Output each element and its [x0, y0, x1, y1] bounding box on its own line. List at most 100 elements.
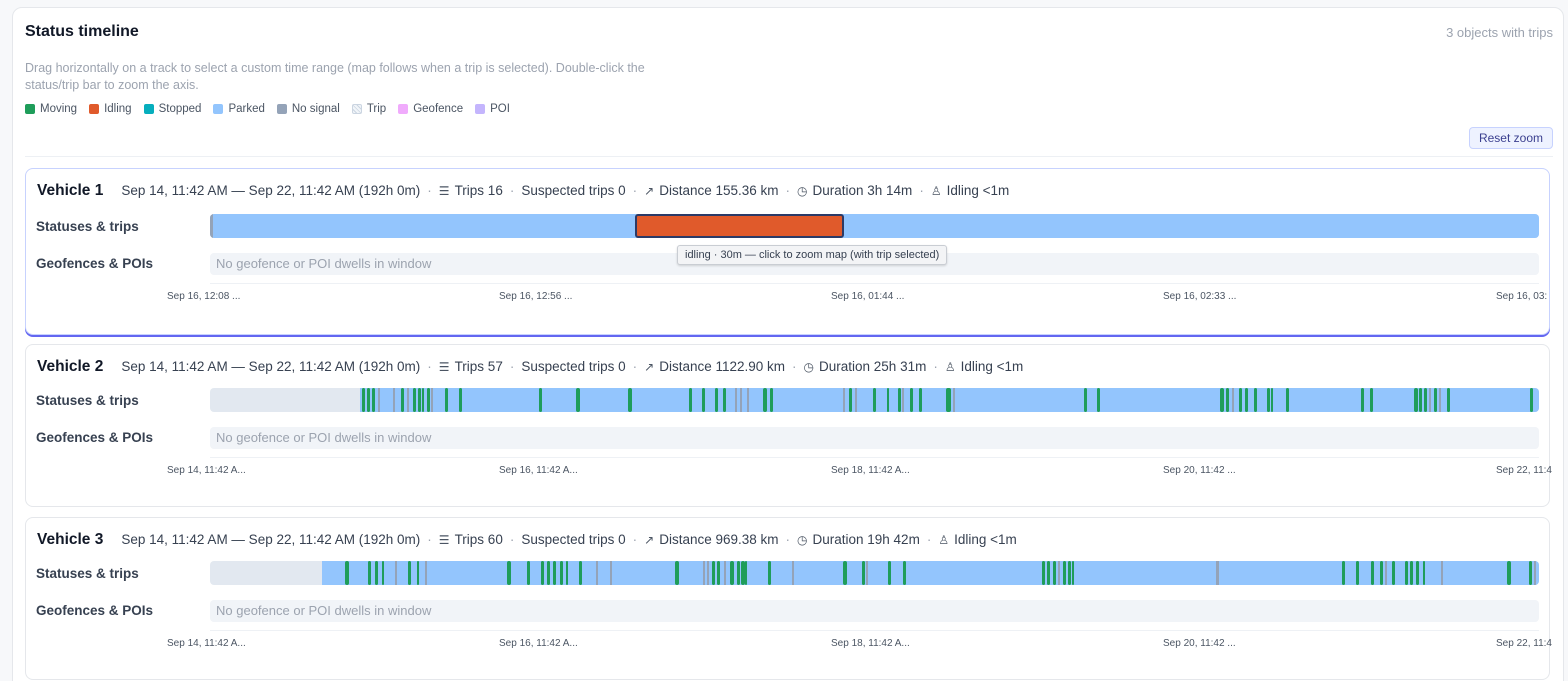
no-signal-segment[interactable]: [1058, 561, 1060, 585]
parked-segment[interactable]: [210, 214, 1539, 238]
vehicle-card-3[interactable]: Vehicle 3 Sep 14, 11:42 AM — Sep 22, 11:…: [25, 517, 1552, 680]
moving-segment[interactable]: [422, 388, 424, 412]
moving-segment[interactable]: [1507, 561, 1511, 585]
moving-segment[interactable]: [1410, 561, 1413, 585]
no-signal-segment[interactable]: [740, 388, 742, 412]
moving-segment[interactable]: [1063, 561, 1066, 585]
moving-segment[interactable]: [1286, 388, 1289, 412]
vehicle-card-2[interactable]: Vehicle 2 Sep 14, 11:42 AM — Sep 22, 11:…: [25, 344, 1552, 507]
no-signal-segment[interactable]: [1439, 388, 1441, 412]
status-track[interactable]: [210, 214, 1539, 238]
moving-segment[interactable]: [541, 561, 544, 585]
moving-segment[interactable]: [1434, 388, 1437, 412]
moving-segment[interactable]: [418, 388, 421, 412]
moving-segment[interactable]: [730, 561, 734, 585]
moving-segment[interactable]: [717, 561, 720, 585]
moving-segment[interactable]: [1267, 388, 1270, 412]
no-signal-segment[interactable]: [407, 388, 409, 412]
no-signal-segment[interactable]: [431, 388, 433, 412]
moving-segment[interactable]: [566, 561, 568, 585]
no-signal-segment[interactable]: [1385, 561, 1387, 585]
no-signal-segment[interactable]: [1232, 388, 1234, 412]
moving-segment[interactable]: [675, 561, 679, 585]
no-signal-segment[interactable]: [953, 388, 955, 412]
moving-segment[interactable]: [1380, 561, 1383, 585]
moving-segment[interactable]: [1371, 561, 1374, 585]
no-signal-segment[interactable]: [866, 561, 868, 585]
geo-track[interactable]: No geofence or POI dwells in window: [210, 600, 1539, 622]
no-signal-segment[interactable]: [1441, 561, 1443, 585]
moving-segment[interactable]: [763, 388, 767, 412]
status-track[interactable]: [210, 388, 1539, 412]
moving-segment[interactable]: [910, 388, 913, 412]
moving-segment[interactable]: [1245, 388, 1248, 412]
moving-segment[interactable]: [1226, 388, 1229, 412]
moving-segment[interactable]: [1356, 561, 1359, 585]
moving-segment[interactable]: [1423, 561, 1425, 585]
moving-segment[interactable]: [768, 561, 771, 585]
moving-segment[interactable]: [723, 388, 726, 412]
moving-segment[interactable]: [1068, 561, 1071, 585]
vehicle-card-1[interactable]: Vehicle 1 Sep 14, 11:42 AM — Sep 22, 11:…: [25, 168, 1550, 335]
moving-segment[interactable]: [1342, 561, 1345, 585]
moving-segment[interactable]: [1239, 388, 1242, 412]
moving-segment[interactable]: [702, 388, 705, 412]
status-track[interactable]: [210, 561, 1539, 585]
moving-segment[interactable]: [539, 388, 542, 412]
moving-segment[interactable]: [1361, 388, 1364, 412]
moving-segment[interactable]: [903, 561, 906, 585]
parked-segment[interactable]: [322, 561, 1539, 585]
no-signal-segment[interactable]: [425, 561, 427, 585]
moving-segment[interactable]: [417, 561, 419, 585]
moving-segment[interactable]: [408, 561, 411, 585]
moving-segment[interactable]: [1392, 561, 1395, 585]
moving-segment[interactable]: [946, 388, 951, 412]
moving-segment[interactable]: [1084, 388, 1087, 412]
no-signal-segment[interactable]: [1534, 561, 1536, 585]
moving-segment[interactable]: [1530, 388, 1533, 412]
no-signal-segment[interactable]: [378, 388, 380, 412]
moving-segment[interactable]: [1405, 561, 1408, 585]
moving-segment[interactable]: [898, 388, 901, 412]
moving-segment[interactable]: [1424, 388, 1427, 412]
moving-segment[interactable]: [368, 561, 371, 585]
moving-segment[interactable]: [1447, 388, 1450, 412]
moving-segment[interactable]: [345, 561, 349, 585]
no-signal-segment[interactable]: [707, 561, 709, 585]
moving-segment[interactable]: [712, 561, 715, 585]
no-signal-segment[interactable]: [210, 214, 213, 238]
no-signal-segment[interactable]: [610, 561, 612, 585]
moving-segment[interactable]: [459, 388, 462, 412]
moving-segment[interactable]: [382, 561, 384, 585]
no-signal-segment[interactable]: [596, 561, 598, 585]
geo-track[interactable]: No geofence or POI dwells in window: [210, 427, 1539, 449]
no-signal-segment[interactable]: [724, 561, 726, 585]
moving-segment[interactable]: [741, 561, 745, 585]
no-signal-segment[interactable]: [747, 388, 749, 412]
moving-segment[interactable]: [527, 561, 530, 585]
idling-segment[interactable]: [635, 214, 844, 238]
moving-segment[interactable]: [887, 388, 889, 412]
moving-segment[interactable]: [1414, 388, 1418, 412]
moving-segment[interactable]: [1370, 388, 1373, 412]
moving-segment[interactable]: [1529, 561, 1532, 585]
moving-segment[interactable]: [553, 561, 556, 585]
moving-segment[interactable]: [1053, 561, 1056, 585]
moving-segment[interactable]: [547, 561, 550, 585]
no-signal-segment[interactable]: [843, 388, 845, 412]
moving-segment[interactable]: [367, 388, 370, 412]
moving-segment[interactable]: [1254, 388, 1257, 412]
moving-segment[interactable]: [919, 388, 922, 412]
moving-segment[interactable]: [689, 388, 692, 412]
no-signal-segment[interactable]: [735, 388, 737, 412]
moving-segment[interactable]: [1416, 561, 1419, 585]
reset-zoom-button[interactable]: Reset zoom: [1468, 127, 1553, 149]
moving-segment[interactable]: [507, 561, 511, 585]
no-signal-segment[interactable]: [393, 388, 395, 412]
moving-segment[interactable]: [1072, 561, 1074, 585]
no-signal-segment[interactable]: [703, 561, 705, 585]
moving-segment[interactable]: [372, 388, 375, 412]
moving-segment[interactable]: [576, 388, 580, 412]
moving-segment[interactable]: [715, 388, 718, 412]
moving-segment[interactable]: [445, 388, 448, 412]
